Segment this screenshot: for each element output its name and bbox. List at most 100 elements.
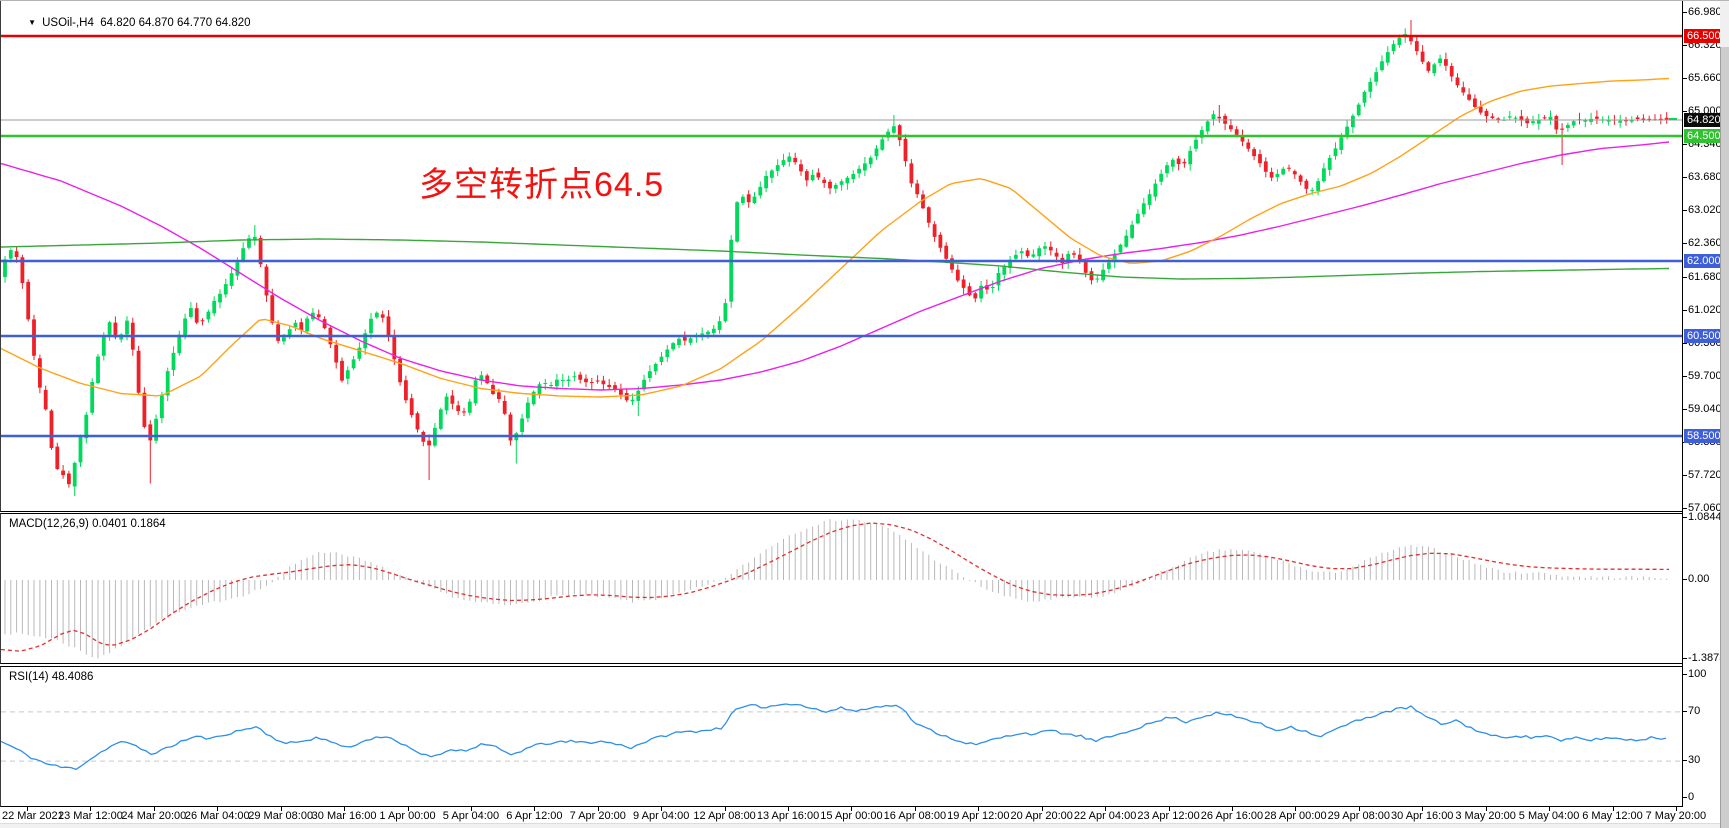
symbol-info: ▼ USOil-,H4 64.820 64.870 64.770 64.820 — [9, 5, 251, 41]
price-tick-label: 61.680 — [1688, 271, 1722, 283]
price-tick-mark — [1683, 508, 1687, 509]
time-tick-label: 20 Apr 20:00 — [1010, 810, 1073, 822]
time-tick-mark — [1485, 807, 1487, 811]
rsi-tick-mark — [1683, 710, 1687, 712]
price-tick-mark — [1683, 78, 1687, 79]
rsi-tick-mark — [1683, 674, 1687, 675]
time-tick-label: 1 Apr 00:00 — [379, 810, 436, 822]
symbol-dropdown-icon[interactable]: ▼ — [28, 18, 37, 27]
price-tick-mark — [1683, 409, 1687, 410]
macd-tick-mark — [1683, 517, 1687, 519]
time-tick-mark — [1168, 807, 1170, 811]
price-tick-label: 62.360 — [1688, 237, 1722, 249]
price-tick-label: 63.020 — [1688, 204, 1722, 216]
price-tick-mark — [1683, 343, 1687, 344]
time-tick-label: 24 Mar 20:00 — [121, 810, 187, 822]
time-tick-mark — [470, 807, 472, 811]
time-tick-mark — [851, 807, 853, 811]
price-tick-label: 65.660 — [1688, 72, 1722, 84]
scrollbar-thumb[interactable] — [1720, 47, 1729, 828]
time-tick-label: 26 Mar 04:00 — [184, 810, 250, 822]
price-tick-label: 57.060 — [1688, 502, 1722, 514]
time-tick-label: 22 Mar 2021 — [2, 810, 64, 822]
price-tick-mark — [1683, 310, 1687, 311]
price-tick-mark — [1683, 144, 1687, 145]
time-axis-strip — [0, 823, 1729, 828]
price-tick-label: 59.040 — [1688, 403, 1722, 415]
time-tick-mark — [724, 807, 726, 811]
time-tick-mark — [597, 807, 599, 811]
time-tick-label: 13 Apr 16:00 — [756, 810, 820, 822]
time-tick-label: 29 Mar 08:00 — [248, 810, 314, 822]
main-chart-pane[interactable]: ▼ USOil-,H4 64.820 64.870 64.770 64.820 多… — [0, 1, 1683, 512]
macd-label: MACD(12,26,9) 0.0401 0.1864 — [9, 518, 166, 530]
price-tick-label: 59.700 — [1688, 370, 1722, 382]
macd-tick-mark — [1683, 658, 1687, 660]
time-tick-mark — [1105, 807, 1107, 811]
time-tick-label: 26 Apr 16:00 — [1200, 810, 1264, 822]
time-tick-mark — [344, 807, 346, 811]
rsi-tick-label: 70 — [1688, 704, 1701, 717]
time-tick-mark — [1358, 807, 1360, 811]
time-tick-label: 9 Apr 04:00 — [633, 810, 690, 822]
time-tick-mark — [27, 807, 28, 811]
time-tick-mark — [217, 807, 219, 811]
time-tick-mark — [661, 807, 663, 811]
time-tick-label: 16 Apr 08:00 — [883, 810, 947, 822]
macd-tick-mark — [1683, 579, 1687, 580]
time-tick-label: 23 Mar 12:00 — [57, 810, 123, 822]
time-tick-label: 7 Apr 20:00 — [569, 810, 626, 822]
macd-pane[interactable]: MACD(12,26,9) 0.0401 0.1864 — [0, 513, 1683, 664]
time-tick-mark — [153, 807, 155, 811]
time-tick-label: 12 Apr 08:00 — [693, 810, 756, 822]
time-tick-mark — [1041, 807, 1043, 811]
time-tick-mark — [534, 807, 536, 811]
time-tick-label: 22 Apr 04:00 — [1073, 810, 1137, 822]
rsi-tick-label: 30 — [1688, 754, 1701, 767]
price-level-badge: 64.500 — [1684, 129, 1724, 143]
time-tick-label: 6 Apr 12:00 — [506, 810, 563, 822]
time-tick-label: 28 Apr 00:00 — [1264, 810, 1327, 822]
price-tick-mark — [1683, 111, 1687, 112]
symbol-ohlc-text: USOil-,H4 64.820 64.870 64.770 64.820 — [42, 17, 251, 29]
rsi-tick-label: 100 — [1688, 668, 1707, 680]
rsi-label: RSI(14) 48.4086 — [9, 671, 94, 683]
price-level-badge: 58.500 — [1684, 429, 1724, 443]
time-tick-label: 30 Mar 16:00 — [311, 810, 377, 822]
time-tick-mark — [1549, 807, 1551, 811]
price-tick-mark — [1683, 243, 1687, 244]
annotation-text: 多空转折点64.5 — [419, 166, 665, 204]
price-tick-mark — [1683, 45, 1687, 46]
price-tick-mark — [1683, 12, 1687, 13]
time-tick-label: 5 Apr 04:00 — [442, 810, 500, 822]
time-tick-mark — [280, 807, 282, 811]
time-tick-label: 7 May 20:00 — [1645, 810, 1707, 822]
price-level-badge: 64.820 — [1684, 113, 1724, 127]
time-tick-label: 29 Apr 08:00 — [1327, 810, 1391, 822]
time-tick-mark — [1231, 807, 1233, 811]
price-level-badge: 60.500 — [1684, 329, 1724, 343]
time-tick-mark — [978, 807, 980, 811]
macd-tick-label: -1.3873 — [1688, 652, 1726, 665]
time-tick-label: 23 Apr 12:00 — [1137, 810, 1200, 822]
time-tick-mark — [788, 807, 790, 811]
scrollbar[interactable] — [1720, 1, 1729, 828]
time-tick-mark — [1675, 807, 1677, 811]
price-tick-mark — [1683, 277, 1687, 278]
time-tick-mark — [1422, 807, 1424, 811]
candlestick-chart — [1, 20, 1683, 496]
price-tick-mark — [1683, 475, 1687, 476]
rsi-pane[interactable]: RSI(14) 48.4086 — [0, 666, 1683, 807]
price-tick-mark — [1683, 210, 1687, 211]
rsi-tick-label: 0 — [1688, 791, 1695, 803]
time-tick-mark — [407, 807, 409, 811]
time-tick-label: 3 May 20:00 — [1455, 810, 1516, 822]
time-tick-label: 6 May 12:00 — [1582, 810, 1643, 822]
time-tick-mark — [90, 807, 92, 811]
price-tick-label: 66.980 — [1688, 6, 1722, 18]
price-tick-label: 63.680 — [1688, 171, 1722, 183]
time-tick-label: 15 Apr 00:00 — [820, 810, 883, 822]
price-tick-label: 61.020 — [1688, 304, 1722, 316]
time-axis[interactable]: 22 Mar 2021 23 Mar 12:00 24 Mar 20:00 26 Ma… — [0, 807, 1729, 828]
